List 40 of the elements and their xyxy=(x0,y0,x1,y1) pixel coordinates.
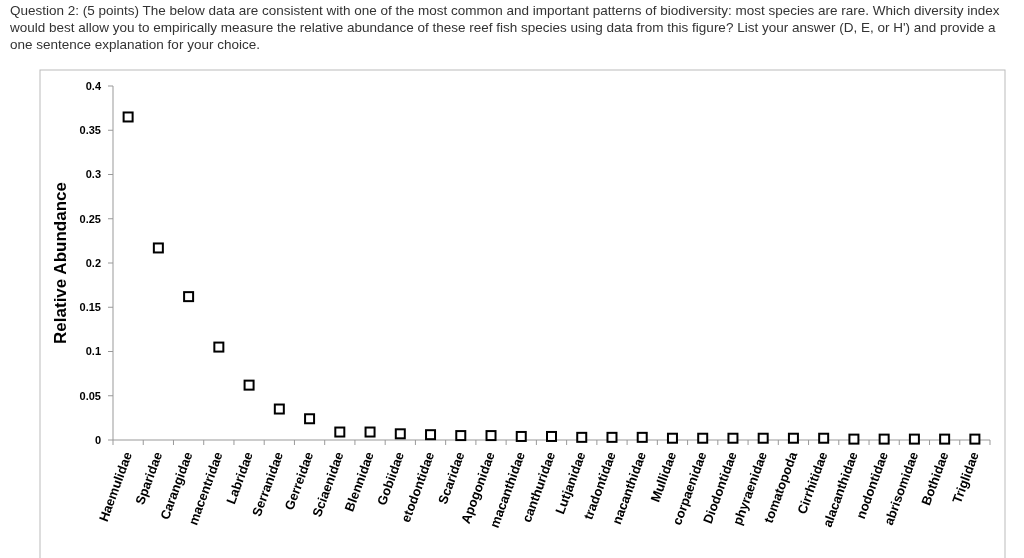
y-tick-label: 0.05 xyxy=(79,389,101,402)
point xyxy=(455,430,467,442)
point xyxy=(969,433,981,445)
y-tick-label: 0.35 xyxy=(79,124,101,137)
point xyxy=(697,432,709,444)
point xyxy=(546,430,557,442)
y-tick-label: 0.3 xyxy=(85,168,101,181)
point xyxy=(213,341,225,353)
point xyxy=(273,403,285,415)
chart-title: Question 2: (5 points) The below data are consistent with one of the most common and important patterns of biodiversity: most species are rare. Which diversity index would best allow you to empirically measure the relative abundance of these reef fish species using data from this figure? List your answer (D, E, or H') and provide a one sentence explanation for your choice. xyxy=(10,2,1001,53)
point xyxy=(787,432,799,444)
point xyxy=(122,111,134,123)
point xyxy=(908,433,920,445)
point xyxy=(394,428,406,440)
point xyxy=(727,432,739,444)
point xyxy=(485,430,497,442)
point xyxy=(848,433,860,445)
point xyxy=(818,432,830,444)
y-tick-label: 0.15 xyxy=(79,301,101,314)
y-tick-label: 0.1 xyxy=(85,345,101,358)
point xyxy=(152,242,164,254)
point xyxy=(243,379,255,391)
point xyxy=(666,432,678,444)
point xyxy=(304,413,316,425)
y-tick-label: 0.25 xyxy=(79,212,101,225)
point xyxy=(606,431,618,443)
point xyxy=(878,433,890,445)
point xyxy=(183,291,195,303)
point xyxy=(757,432,769,444)
point xyxy=(515,430,527,442)
y-axis-title: Relative Abundance xyxy=(51,182,70,344)
point xyxy=(576,431,588,443)
point xyxy=(425,429,437,441)
point xyxy=(334,426,346,438)
y-tick-label: 0.2 xyxy=(85,256,101,269)
point xyxy=(939,433,951,445)
point xyxy=(364,426,376,438)
y-tick-label: 0.4 xyxy=(85,79,102,92)
point xyxy=(636,431,648,443)
y-tick-label: 0 xyxy=(94,433,101,446)
